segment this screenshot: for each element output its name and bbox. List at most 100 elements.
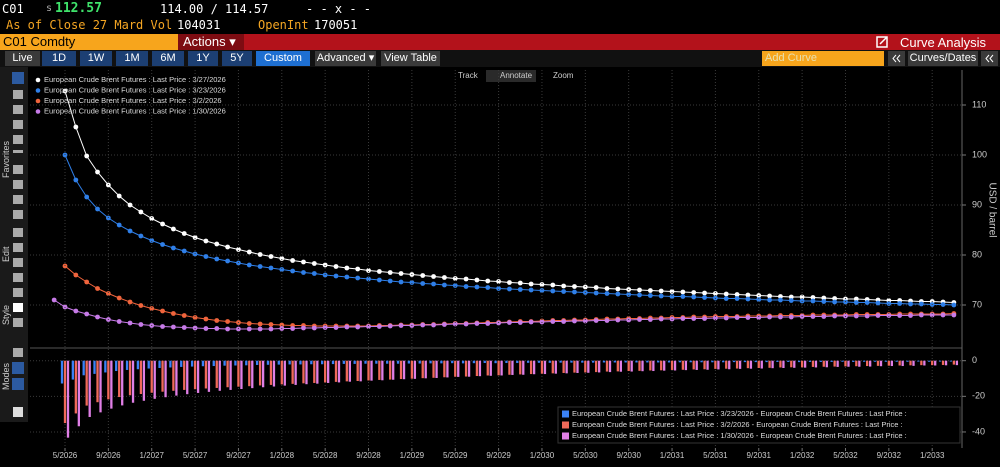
tool-icon[interactable]: [13, 135, 23, 144]
collapse-button[interactable]: [981, 51, 998, 66]
point: [279, 256, 285, 261]
chart-tool[interactable]: Zoom: [553, 71, 574, 80]
bar: [681, 360, 685, 370]
range-button[interactable]: Live: [5, 51, 40, 66]
range-button[interactable]: 1Y: [188, 51, 218, 66]
chart-tool[interactable]: Track: [458, 71, 479, 80]
bar: [765, 360, 768, 363]
point: [702, 290, 707, 296]
bar: [399, 360, 403, 380]
range-button[interactable]: 5Y: [222, 51, 252, 66]
tool-icon[interactable]: [13, 210, 23, 219]
x-tick-label: 5/2026: [53, 451, 78, 460]
legend-swatch: [562, 410, 569, 418]
bar: [180, 360, 183, 367]
range-button[interactable]: Custom: [256, 51, 310, 66]
point: [257, 264, 263, 269]
bar: [280, 360, 283, 385]
bar: [255, 360, 259, 365]
function-title: Curve Analysis: [900, 35, 986, 50]
point: [431, 281, 436, 287]
tool-icon[interactable]: [12, 72, 24, 84]
bar: [551, 360, 554, 374]
point: [799, 294, 805, 300]
tool-icon[interactable]: [13, 195, 23, 204]
range-button[interactable]: 1D: [42, 51, 76, 66]
point: [745, 296, 751, 302]
y-tick-label: 100: [972, 149, 987, 159]
bar: [331, 360, 335, 365]
tool-icon[interactable]: [13, 243, 23, 252]
bar: [800, 360, 804, 368]
point: [691, 316, 697, 321]
bar: [887, 360, 890, 366]
bar: [678, 360, 682, 363]
point: [723, 291, 729, 297]
point: [387, 270, 393, 275]
point: [767, 314, 772, 320]
tool-icon[interactable]: [13, 165, 23, 174]
point: [311, 325, 317, 331]
tool-icon[interactable]: [13, 318, 23, 327]
point: [73, 177, 79, 183]
bar: [732, 360, 736, 363]
point: [637, 317, 642, 322]
bar: [587, 360, 590, 373]
legend-marker: [35, 98, 41, 104]
bar: [451, 360, 454, 364]
tool-icon[interactable]: [13, 105, 23, 114]
tool-icon[interactable]: [12, 378, 24, 390]
actions-menu[interactable]: Actions ▾: [178, 34, 244, 50]
tool-icon[interactable]: [13, 180, 23, 189]
range-button[interactable]: 1M: [116, 51, 148, 66]
tool-icon[interactable]: [13, 407, 23, 417]
add-curve-input[interactable]: Add Curve: [762, 51, 884, 66]
tool-icon[interactable]: [13, 228, 23, 237]
y-tick-label: 90: [972, 199, 982, 209]
tool-icon[interactable]: [13, 120, 23, 129]
tool-icon[interactable]: [12, 362, 24, 374]
bar: [602, 360, 606, 363]
range-button[interactable]: 6M: [152, 51, 184, 66]
point: [171, 324, 176, 330]
bar: [186, 360, 189, 395]
point: [821, 295, 827, 301]
tool-icon[interactable]: [13, 288, 23, 297]
bar: [703, 360, 706, 370]
tool-icon[interactable]: [13, 258, 23, 267]
tool-icon[interactable]: [13, 150, 23, 153]
bar: [269, 360, 273, 385]
security-box[interactable]: C01 Comdty: [0, 34, 178, 50]
bar: [895, 360, 898, 362]
bar: [402, 360, 406, 380]
point: [268, 322, 274, 327]
bar: [754, 360, 757, 363]
chart-tool[interactable]: Annotate: [500, 71, 533, 80]
point: [821, 299, 827, 304]
bar: [337, 360, 341, 383]
point: [257, 252, 263, 257]
collapse-button[interactable]: [888, 51, 905, 66]
point: [832, 313, 838, 319]
point: [138, 209, 144, 215]
bar: [825, 360, 828, 368]
legend-marker: [35, 88, 41, 93]
tool-icon[interactable]: [13, 303, 23, 312]
point: [853, 296, 859, 302]
point: [355, 324, 361, 330]
point: [897, 301, 903, 306]
bar: [207, 360, 211, 392]
bar: [204, 360, 208, 389]
bar: [294, 360, 297, 385]
view-table-button[interactable]: View Table: [381, 51, 440, 66]
range-button[interactable]: 1W: [80, 51, 112, 66]
advanced-button[interactable]: Advanced ▾: [315, 51, 376, 66]
bar: [88, 360, 91, 417]
tool-icon[interactable]: [13, 273, 23, 282]
point: [745, 292, 751, 298]
point: [127, 228, 133, 234]
tool-icon[interactable]: [13, 90, 23, 99]
point: [442, 275, 447, 280]
tool-icon[interactable]: [13, 348, 23, 357]
curves-dates-button[interactable]: Curves/Dates: [908, 51, 978, 66]
